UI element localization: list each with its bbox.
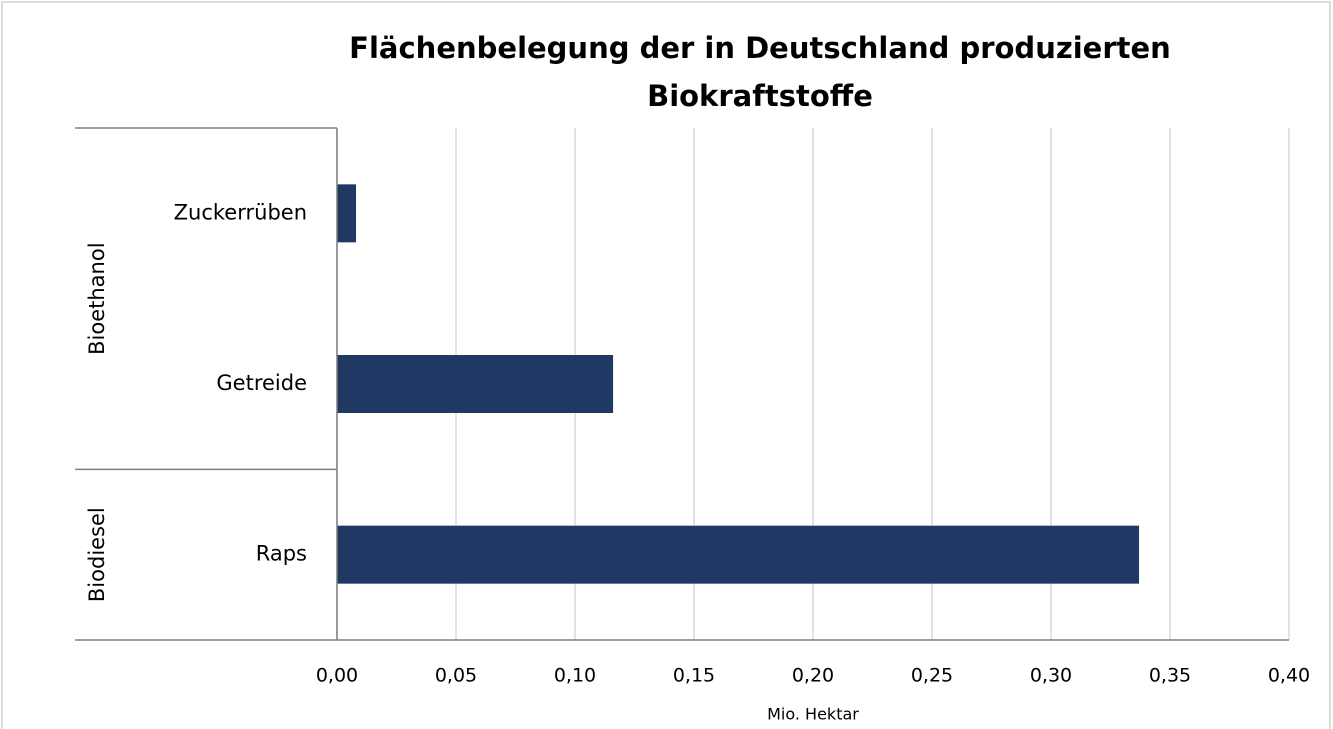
x-tick-label: 0,40 [1268, 665, 1310, 687]
x-tick-label: 0,30 [1030, 665, 1072, 687]
chart-title: Biokraftstoffe [647, 79, 873, 113]
x-tick-label: 0,15 [673, 665, 715, 687]
x-tick-label: 0,25 [911, 665, 953, 687]
bar [337, 184, 357, 243]
x-axis-label: Mio. Hektar [767, 705, 859, 724]
x-tick-label: 0,00 [316, 665, 358, 687]
y-tick-label: Zuckerrüben [174, 200, 307, 224]
x-tick-label: 0,05 [435, 665, 477, 687]
bar [337, 355, 614, 413]
x-tick-label: 0,10 [554, 665, 596, 687]
group-label: Biodiesel [85, 507, 109, 602]
bar [337, 525, 1140, 584]
x-tick-label: 0,35 [1149, 665, 1191, 687]
chart-title: Flächenbelegung der in Deutschland produ… [349, 31, 1171, 65]
group-label: Bioethanol [85, 242, 109, 354]
x-tick-label: 0,20 [792, 665, 834, 687]
y-tick-label: Getreide [216, 371, 307, 395]
y-tick-label: Raps [256, 542, 307, 566]
